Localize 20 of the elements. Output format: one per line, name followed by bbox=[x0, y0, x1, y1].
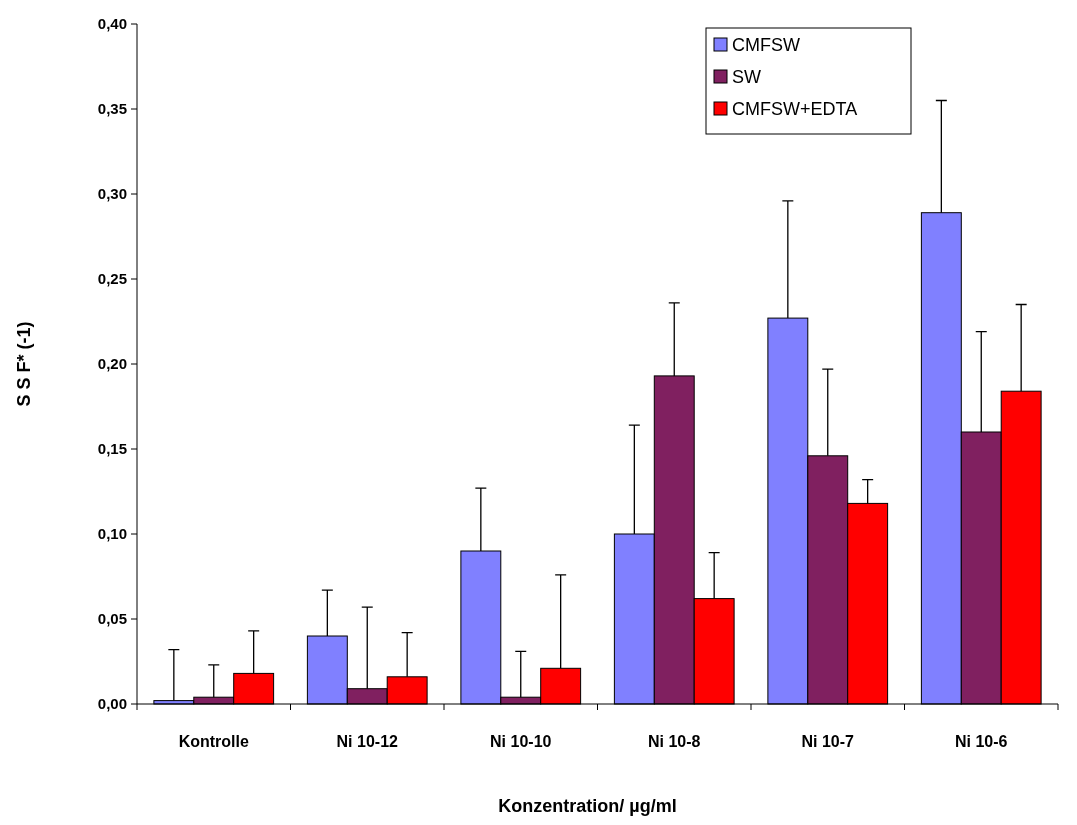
x-tick-label: Kontrolle bbox=[178, 733, 249, 750]
x-tick-label: Ni 10-6 bbox=[955, 733, 1008, 750]
y-tick-label: 0,35 bbox=[97, 100, 127, 118]
y-tick-label: 0,25 bbox=[97, 270, 127, 288]
y-tick-label: 0,20 bbox=[97, 355, 127, 373]
y-tick-label: 0,10 bbox=[97, 525, 127, 543]
y-tick-label: 0,00 bbox=[97, 695, 127, 713]
y-tick-label: 0,15 bbox=[97, 440, 127, 458]
x-tick-label: Ni 10-10 bbox=[490, 733, 552, 750]
y-tick-label: 0,40 bbox=[97, 15, 127, 33]
x-tick-label: Ni 10-12 bbox=[336, 733, 399, 750]
y-tick-label: 0,30 bbox=[97, 185, 127, 203]
y-tick-label: 0,05 bbox=[97, 610, 127, 628]
x-tick-label: Ni 10-8 bbox=[648, 733, 701, 750]
legend-label: CMFSW+EDTA bbox=[732, 99, 858, 120]
x-axis-title: Konzentration/ µg/ml bbox=[498, 796, 677, 816]
x-tick-label: Ni 10-7 bbox=[801, 733, 855, 750]
legend-label: SW bbox=[732, 67, 762, 88]
y-axis-title: S S F* (-1) bbox=[14, 321, 34, 407]
legend-label: CMFSW bbox=[732, 35, 800, 56]
